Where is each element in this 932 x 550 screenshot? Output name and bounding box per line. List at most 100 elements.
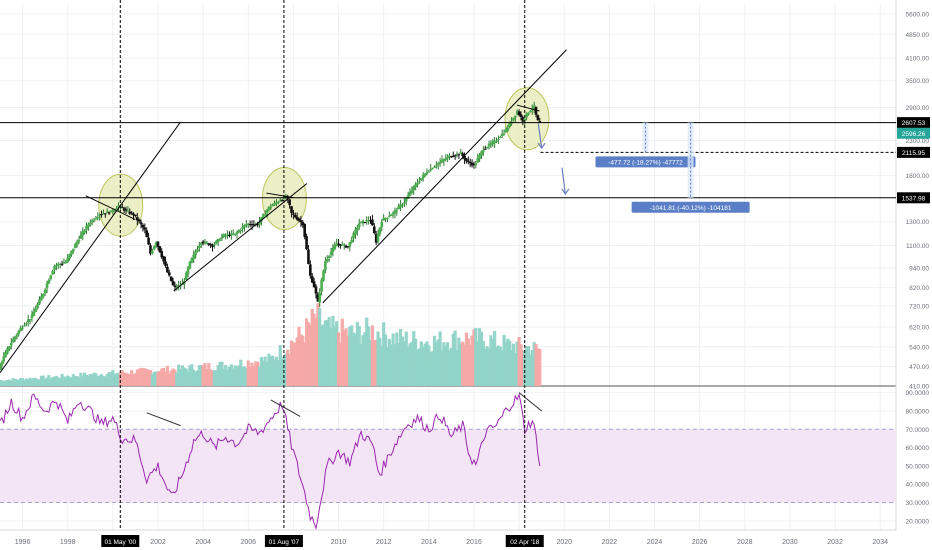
candle-body: [523, 118, 527, 121]
volume-bar: [24, 378, 28, 386]
down-arrow: [537, 123, 543, 149]
highlight-circles: [98, 87, 550, 237]
candle-body: [66, 257, 70, 262]
volume-bar: [412, 331, 416, 386]
candle-body: [438, 161, 442, 164]
volume-bar: [400, 336, 405, 386]
volume-bar: [169, 370, 173, 386]
candle-body: [201, 241, 205, 244]
price-tick-label: 1300.00: [906, 219, 930, 226]
time-tick-label: 2010: [331, 539, 347, 546]
volume-bar: [351, 332, 356, 386]
volume-bar: [34, 378, 38, 386]
candle-body: [532, 105, 536, 109]
volume-bar: [310, 308, 314, 386]
candle-body: [79, 234, 83, 239]
candle-body: [262, 214, 265, 219]
candle-body: [327, 256, 331, 258]
volume-bar: [69, 377, 74, 386]
volume-bar: [438, 331, 442, 386]
candle-body: [26, 319, 30, 323]
candle-body: [483, 148, 487, 150]
volume-bar: [4, 380, 8, 386]
candle-body: [357, 223, 361, 227]
candle-body: [403, 202, 406, 204]
candle-body: [269, 206, 273, 208]
volume-bar: [66, 375, 70, 386]
candle-body: [367, 220, 370, 222]
volume-bar: [252, 366, 256, 386]
candle-body: [0, 365, 2, 370]
volume-bar: [261, 360, 265, 386]
candle-body: [470, 163, 474, 166]
volume-bar: [380, 346, 384, 386]
candle-body: [299, 220, 303, 223]
price-axis-bg: [897, 0, 932, 530]
candle-body: [171, 280, 175, 286]
volume-bar: [201, 365, 205, 386]
candle-body: [329, 252, 333, 255]
candle-body: [427, 171, 431, 173]
volume-bar: [523, 350, 527, 386]
price-tick-label: 3500.00: [906, 78, 930, 85]
candle-body: [188, 261, 192, 269]
candle-body: [450, 156, 453, 158]
candle-body: [429, 168, 432, 171]
candle-body: [241, 226, 244, 229]
candle-body: [260, 217, 263, 222]
volume-bar: [318, 308, 322, 386]
volume-bar: [338, 342, 343, 386]
candle-body: [205, 242, 209, 244]
candle-body: [378, 227, 382, 235]
candle-body: [218, 239, 222, 241]
candle-body: [359, 221, 363, 224]
candle-body: [425, 172, 429, 174]
volume-bar: [92, 372, 96, 386]
volume-bar: [355, 321, 359, 386]
candle-body: [277, 201, 280, 203]
candle-body: [324, 261, 327, 271]
candle-body: [105, 211, 109, 213]
volume-bar: [446, 342, 450, 386]
volume-bar: [521, 349, 525, 386]
candle-body: [222, 234, 226, 238]
volume-bar: [340, 318, 344, 386]
candle-body: [96, 217, 100, 219]
volume-bar: [461, 341, 465, 386]
volume-bar: [54, 375, 59, 386]
volume-bar: [17, 379, 21, 386]
candle-body: [504, 129, 508, 133]
volume-bar: [58, 377, 62, 386]
volume-bar: [116, 372, 121, 386]
candle-body: [36, 303, 39, 309]
volume-bar: [207, 363, 211, 386]
candle-body: [361, 220, 365, 223]
candle-body: [374, 233, 378, 243]
candle-body: [436, 163, 440, 165]
candle-body: [88, 223, 92, 225]
rsi-tick-label: 70.0000: [906, 427, 930, 434]
candle-body: [512, 117, 515, 121]
volume-bar: [286, 349, 290, 386]
candle-body: [263, 214, 267, 216]
candle-body: [435, 165, 438, 167]
volume-bar: [194, 371, 198, 386]
volume-bar: [397, 343, 401, 386]
volume-bar: [197, 365, 201, 386]
candle-body: [141, 224, 145, 228]
candle-body: [444, 158, 448, 160]
volume-bar: [421, 346, 425, 386]
candle-body: [49, 275, 53, 279]
volume-bar: [188, 365, 192, 386]
volume-bar: [84, 374, 89, 386]
volume-bar: [218, 361, 222, 386]
volume-bar: [126, 373, 130, 386]
time-axis-bg: [0, 531, 932, 550]
rsi-tick-label: 40.0000: [906, 482, 930, 489]
volume-bar: [284, 353, 288, 386]
volume-bar: [427, 345, 431, 386]
volume-bar: [47, 375, 51, 386]
candle-body: [416, 182, 419, 185]
price-tick-label: 5600.00: [906, 11, 930, 18]
